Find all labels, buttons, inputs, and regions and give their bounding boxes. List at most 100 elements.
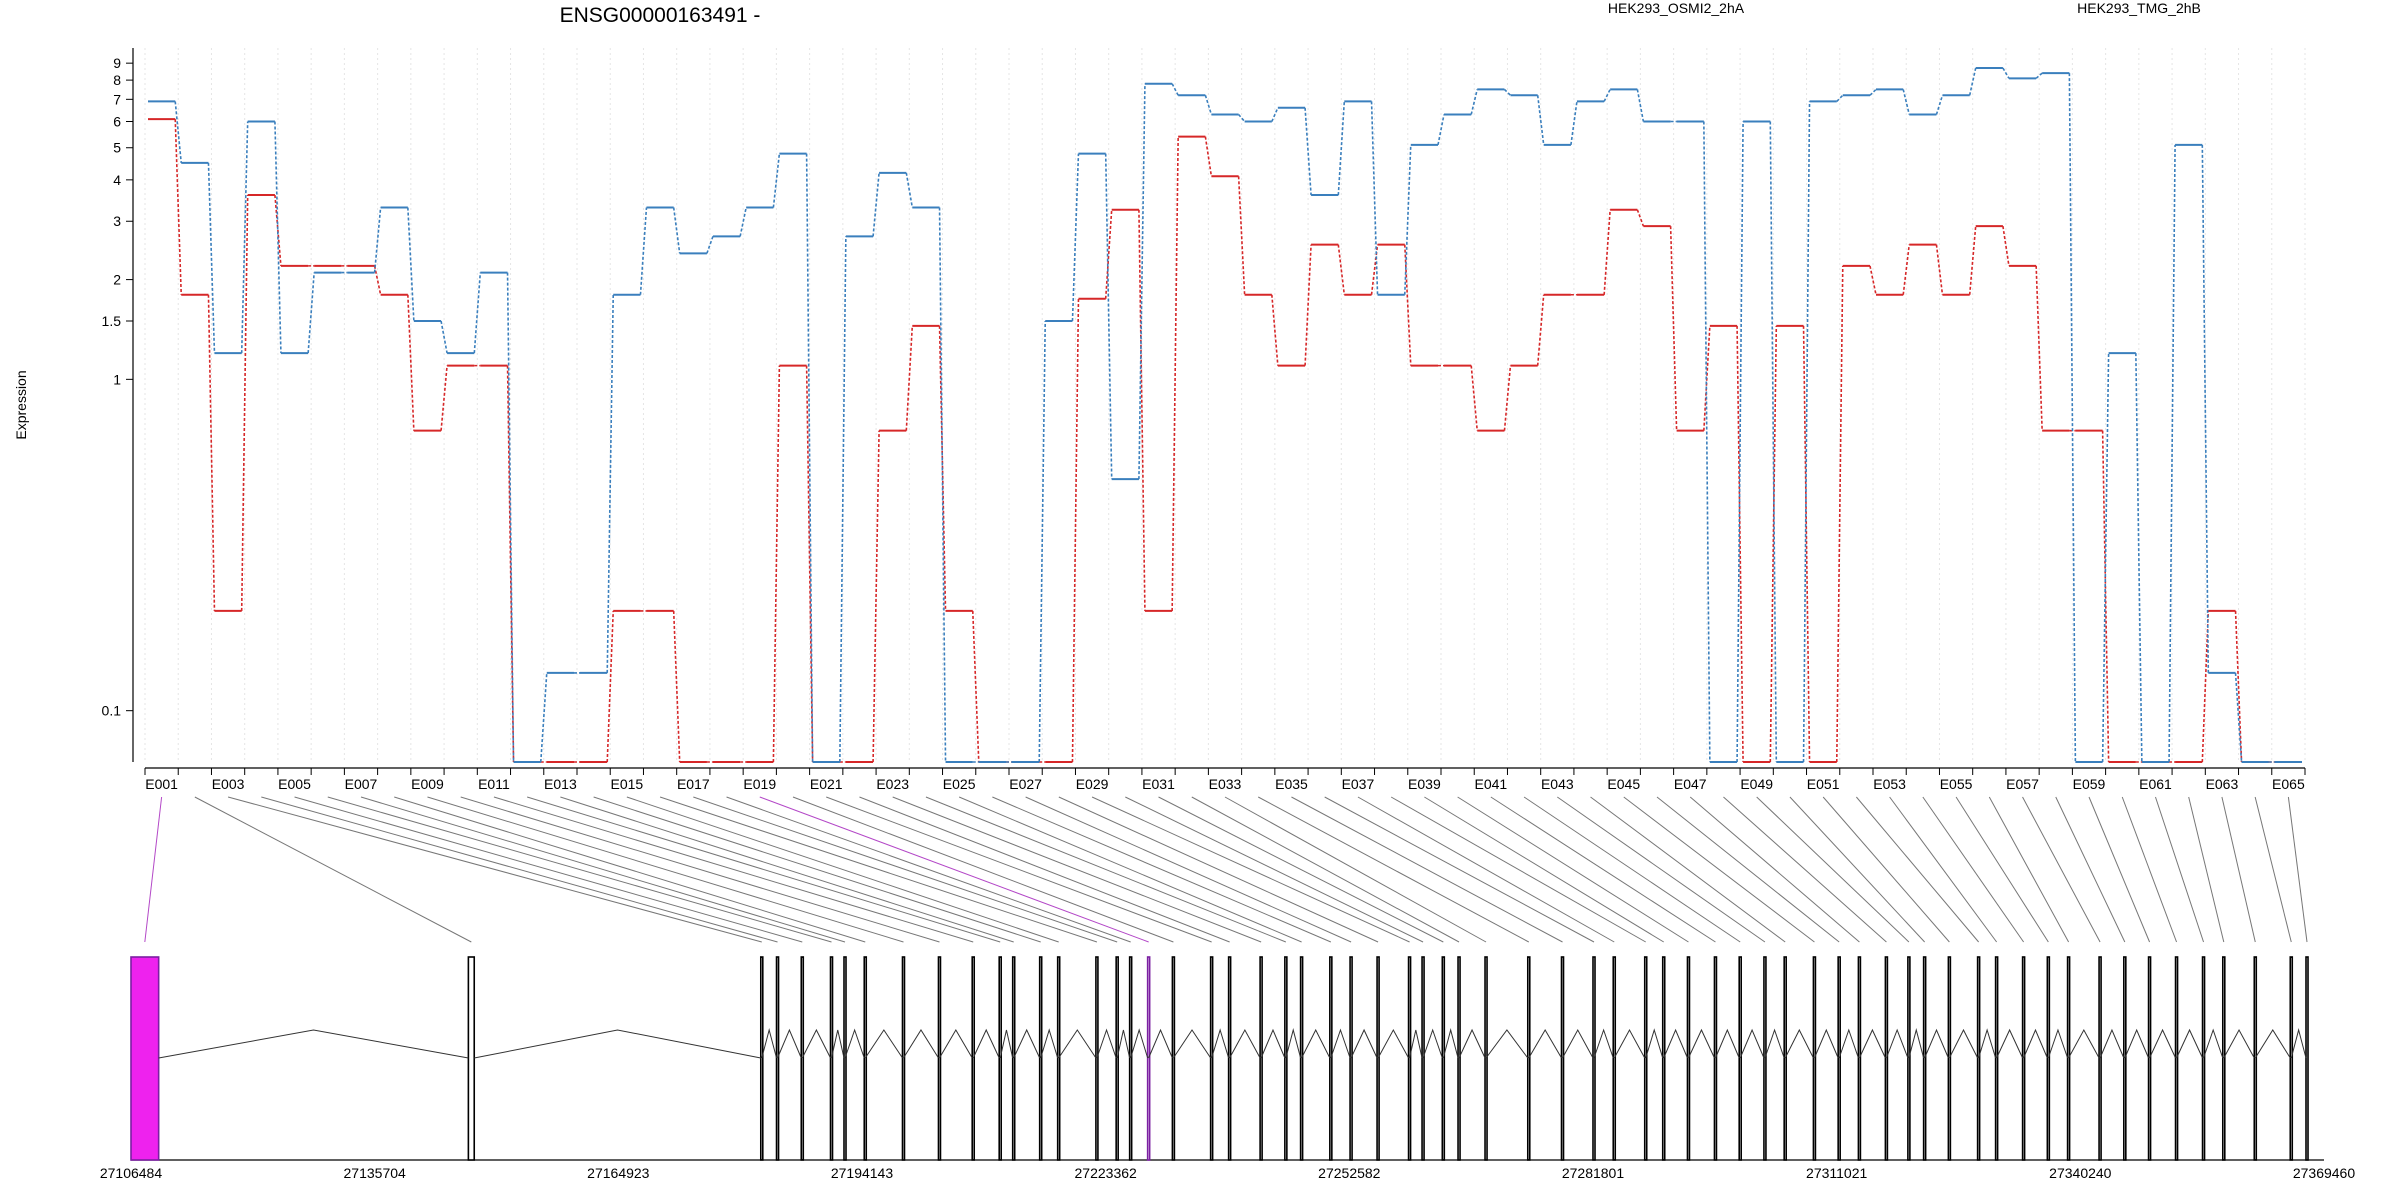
coordinate-label: 27281801 [1562, 1165, 1625, 1181]
intron-line [2203, 1028, 2224, 1059]
exon-connector [2022, 796, 2101, 943]
intron-line [1211, 1028, 1230, 1059]
series-connector [1204, 136, 1213, 177]
exon-connector [892, 796, 1262, 943]
exon-box [1686, 956, 1691, 1161]
intron-line [1116, 1029, 1131, 1059]
series-connector [1636, 89, 1645, 122]
genomic-coordinate-axis: 27106484 27135704 27164923 27194143 27223362… [100, 1165, 2356, 1181]
exon-connector [460, 796, 940, 943]
exon-connector [1623, 796, 1815, 943]
exon-connector [1424, 796, 1664, 943]
coordinate-label: 27223362 [1075, 1165, 1138, 1181]
intron-line [2068, 1028, 2100, 1059]
x-tick-label: E051 [1807, 776, 1840, 792]
intron-line [1645, 1028, 1664, 1059]
series-connector [1869, 88, 1877, 96]
intron-line [2223, 1028, 2255, 1059]
exon-connector [1723, 796, 1887, 943]
series-connector [1802, 325, 1811, 763]
exon-box [1976, 956, 1981, 1161]
series-connector [1503, 88, 1512, 96]
exon-box [1038, 956, 1043, 1161]
series-connector [1603, 89, 1611, 102]
exon-box [1837, 956, 1841, 1161]
exon-connector [826, 796, 1212, 943]
intron-line [1924, 1028, 1949, 1059]
intron-line [1663, 1028, 1688, 1059]
series-connector [1703, 121, 1711, 763]
exon-box [937, 956, 942, 1161]
exon-connector [2254, 796, 2292, 943]
series-connector [672, 610, 681, 763]
coordinate-label: 27106484 [100, 1165, 163, 1181]
intron-line [972, 1028, 1000, 1059]
y-tick-label: 3 [113, 213, 121, 229]
series-connector [971, 610, 980, 763]
series-connector [2201, 144, 2210, 673]
exon-box [1209, 956, 1214, 1161]
intron-line [1285, 1028, 1302, 1059]
legend-entry-tmg: HEK293_TMG_2hB [2077, 0, 2201, 16]
series-connector [240, 195, 249, 611]
exon-connector [2287, 796, 2308, 943]
series-connector [905, 172, 914, 208]
coordinate-label: 27340240 [2049, 1165, 2112, 1181]
exon-connector [2221, 796, 2256, 943]
intron-line [2023, 1028, 2048, 1059]
exon-box [971, 956, 976, 1161]
series-connector [1238, 113, 1246, 123]
intron-line [1613, 1028, 1646, 1059]
series-connector [1869, 265, 1877, 295]
y-axis: 0.1 1 1.5 2 3 4 5 6 7 89 [102, 48, 134, 762]
exon-box [800, 956, 805, 1161]
x-tick-label: E065 [2272, 776, 2305, 792]
exon-box [1407, 956, 1412, 1161]
exon-box [1783, 956, 1787, 1161]
exon-box [1349, 956, 1353, 1161]
exon-connector [1224, 796, 1487, 943]
series-connector [2168, 144, 2176, 763]
exon-box [1329, 956, 1333, 1161]
intron-line [1978, 1028, 1997, 1059]
exon-connector [2154, 796, 2205, 943]
series-connector [1104, 153, 1113, 480]
series-connector [1902, 244, 1911, 295]
exon-box [2021, 956, 2026, 1161]
coordinate-label: 27311021 [1806, 1165, 1867, 1181]
exon-box [2201, 956, 2206, 1161]
x-tick-label: E007 [345, 776, 378, 792]
exon-connector [1856, 796, 1980, 943]
exon-box [1763, 956, 1767, 1161]
intron-line [1485, 1029, 1529, 1059]
intron-line [2149, 1028, 2177, 1059]
exon-connector [1324, 796, 1595, 943]
exon-box [2147, 956, 2152, 1161]
intron-line [1885, 1028, 1909, 1059]
series-connector [1204, 95, 1213, 115]
intron-line [1172, 1029, 1212, 1059]
series-connector [207, 294, 216, 611]
series-connector [1836, 94, 1844, 102]
exon-box [1227, 956, 1232, 1161]
exon-box [1713, 956, 1718, 1161]
x-tick-label: E027 [1009, 776, 1042, 792]
exon-connector [2088, 796, 2151, 943]
exon-connector [1590, 796, 1786, 943]
intron-line [1096, 1028, 1117, 1059]
series-connector [207, 162, 216, 354]
series-connector [174, 101, 183, 163]
series-connector [2234, 610, 2243, 763]
exon-connector [527, 796, 1001, 943]
series-connector [1403, 244, 1412, 366]
exon-connector [659, 796, 1098, 943]
exon-connector [493, 796, 974, 943]
y-tick-label: 5 [113, 140, 121, 156]
intron-line [1688, 1028, 1715, 1059]
exon-connector [1058, 796, 1379, 943]
x-tick-label: E025 [943, 776, 976, 792]
y-tick-label: 4 [113, 172, 121, 188]
series-1 [148, 118, 2302, 763]
series-connector [805, 153, 814, 763]
intron-line [1908, 1028, 1925, 1059]
